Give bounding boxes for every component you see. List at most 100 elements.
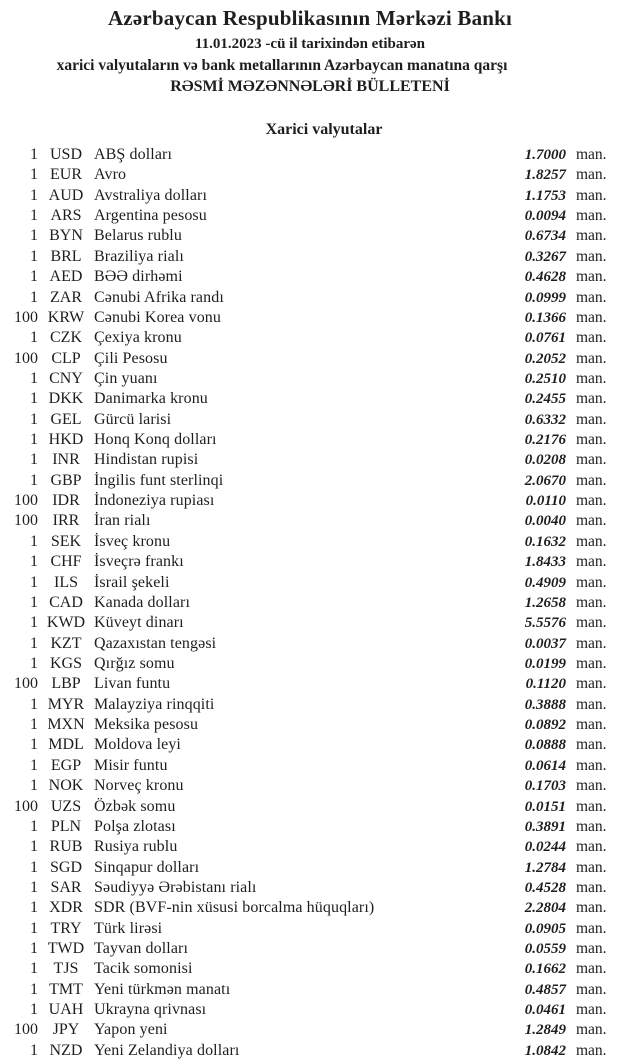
quantity-cell: 1 <box>30 532 38 550</box>
quantity-cell: 1 <box>30 207 38 225</box>
currency-code-cell: CZK <box>50 329 82 347</box>
quantity-cell: 1 <box>30 553 38 571</box>
rate-row: 1 MDL Moldova leyi 0.0888 man. <box>0 735 620 755</box>
currency-code-cell: CLP <box>51 349 81 367</box>
quantity-cell: 1 <box>30 614 38 632</box>
unit-label-cell: man. <box>576 634 607 652</box>
unit-label-cell: man. <box>576 146 607 163</box>
rate-value-cell: 0.0110 <box>525 493 566 510</box>
unit-label-cell: man. <box>576 654 607 672</box>
quantity-cell: 1 <box>30 186 38 204</box>
rate-value-cell: 0.0094 <box>524 208 566 225</box>
currency-name-cell: Norveç kronu <box>94 777 184 795</box>
currency-code-cell: MDL <box>48 736 84 754</box>
unit-label-cell: man. <box>576 288 607 306</box>
currency-code-cell: AED <box>49 268 83 286</box>
rate-row: 1 PLN Polşa zlotası 0.3891 man. <box>0 817 620 837</box>
rate-value-cell: 1.8257 <box>524 167 566 184</box>
rate-row: 1 ILS İsrail şekeli 0.4909 man. <box>0 573 620 593</box>
quantity-cell: 1 <box>30 451 38 469</box>
currency-name-cell: Argentina pesosu <box>94 207 207 225</box>
currency-name-cell: SDR (BVF-nin xüsusi borcalma hüquqları) <box>94 899 375 917</box>
currency-name-cell: Yeni türkmən manatı <box>94 980 231 998</box>
rate-row: 1 TMT Yeni türkmən manatı 0.4857 man. <box>0 980 620 1000</box>
rate-value-cell: 0.1703 <box>524 778 566 795</box>
currency-name-cell: Tacik somonisi <box>94 960 193 978</box>
currency-code-cell: ARS <box>50 207 82 225</box>
unit-label-cell: man. <box>576 186 607 204</box>
currency-name-cell: Qırğız somu <box>94 654 175 672</box>
unit-label-cell: man. <box>576 614 607 632</box>
unit-label-cell: man. <box>576 471 607 489</box>
currency-name-cell: Küveyt dinarı <box>94 614 184 632</box>
unit-label-cell: man. <box>576 553 607 571</box>
currency-name-cell: Misir funtu <box>94 756 168 774</box>
rate-row: 1 TRY Türk lirəsi 0.0905 man. <box>0 919 620 939</box>
rate-value-cell: 0.4909 <box>524 574 566 591</box>
rate-row: 1 SEK İsveç kronu 0.1632 man. <box>0 532 620 552</box>
rate-value-cell: 0.0461 <box>524 1002 566 1019</box>
unit-label-cell: man. <box>576 980 607 998</box>
unit-label-cell: man. <box>576 736 607 754</box>
currency-name-cell: Sinqapur dolları <box>94 858 200 876</box>
rate-value-cell: 1.2658 <box>524 594 566 611</box>
unit-label-cell: man. <box>576 1041 607 1059</box>
rate-row: 1 BRL Braziliya rialı 0.3267 man. <box>0 247 620 267</box>
rate-value-cell: 0.0614 <box>524 757 566 774</box>
quantity-cell: 1 <box>30 736 38 754</box>
rates-table: 1 USD ABŞ dolları 1.7000 man. 1 EUR Avro… <box>0 145 620 1061</box>
currency-code-cell: IRR <box>52 512 80 530</box>
rate-row: 1 GEL Gürcü larisi 0.6332 man. <box>0 410 620 430</box>
currency-name-cell: Çexiya kronu <box>94 329 182 347</box>
unit-label-cell: man. <box>576 878 607 896</box>
currency-name-cell: Polşa zlotası <box>94 817 176 835</box>
quantity-cell: 1 <box>30 838 38 856</box>
unit-label-cell: man. <box>576 349 607 367</box>
rate-row: 1 MXN Meksika pesosu 0.0892 man. <box>0 715 620 735</box>
rate-value-cell: 0.0151 <box>524 798 566 815</box>
unit-label-cell: man. <box>576 431 607 449</box>
rate-row: 1 EUR Avro 1.8257 man. <box>0 165 620 185</box>
rate-row: 1 SAR Səudiyyə Ərəbistanı rialı 0.4528 m… <box>0 878 620 898</box>
unit-label-cell: man. <box>576 756 607 774</box>
quantity-cell: 1 <box>30 410 38 428</box>
currency-code-cell: TJS <box>53 960 79 978</box>
rate-value-cell: 0.6332 <box>524 411 566 428</box>
quantity-cell: 1 <box>30 817 38 835</box>
rate-value-cell: 5.5576 <box>524 615 566 632</box>
rate-row: 100 UZS Özbək somu 0.0151 man. <box>0 797 620 817</box>
currency-code-cell: GBP <box>50 471 82 489</box>
rate-row: 1 ZAR Cənubi Afrika randı 0.0999 man. <box>0 288 620 308</box>
currency-name-cell: Avro <box>94 166 127 184</box>
currency-name-cell: Tayvan dolları <box>94 940 189 958</box>
rate-row: 1 DKK Danimarka kronu 0.2455 man. <box>0 389 620 409</box>
rate-row: 1 TJS Tacik somonisi 0.1662 man. <box>0 959 620 979</box>
rate-value-cell: 0.0040 <box>524 513 566 530</box>
unit-label-cell: man. <box>576 1001 607 1019</box>
quantity-cell: 1 <box>30 369 38 387</box>
unit-label-cell: man. <box>576 573 607 591</box>
rate-row: 1 MYR Malayziya rinqqiti 0.3888 man. <box>0 695 620 715</box>
currency-name-cell: Cənubi Afrika randı <box>94 288 224 306</box>
unit-label-cell: man. <box>576 390 607 408</box>
currency-name-cell: Braziliya rialı <box>94 247 184 265</box>
unit-label-cell: man. <box>576 512 607 530</box>
currency-name-cell: ABŞ dolları <box>94 146 172 163</box>
quantity-cell: 1 <box>30 960 38 978</box>
currency-code-cell: JPY <box>52 1021 80 1039</box>
quantity-cell: 1 <box>30 431 38 449</box>
currency-code-cell: HKD <box>48 431 84 449</box>
currency-code-cell: KZT <box>50 634 82 652</box>
rate-value-cell: 2.0670 <box>524 472 566 489</box>
currency-name-cell: İsrail şekeli <box>94 573 170 591</box>
quantity-cell: 1 <box>30 716 38 734</box>
currency-name-cell: Hindistan rupisi <box>94 451 199 469</box>
rate-row: 1 BYN Belarus rublu 0.6734 man. <box>0 226 620 246</box>
rate-value-cell: 0.4528 <box>524 879 566 896</box>
currency-code-cell: ILS <box>54 573 78 591</box>
currency-code-cell: ZAR <box>50 288 82 306</box>
rate-value-cell: 0.0559 <box>524 941 566 958</box>
quantity-cell: 100 <box>14 1021 38 1039</box>
quantity-cell: 1 <box>30 940 38 958</box>
currency-code-cell: CHF <box>50 553 82 571</box>
